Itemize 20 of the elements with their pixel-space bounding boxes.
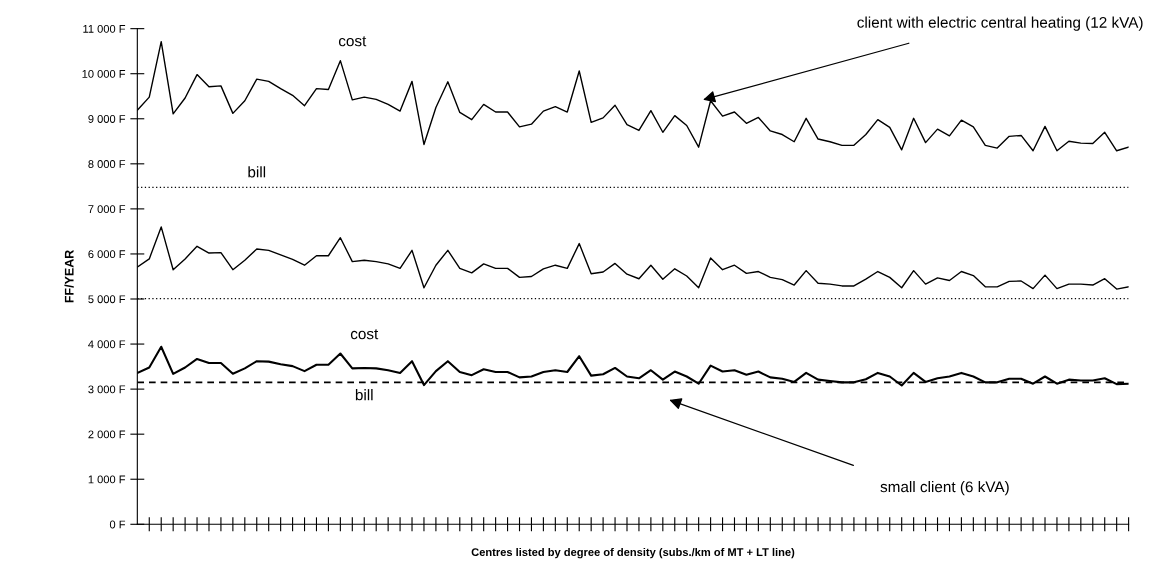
y-tick-label: 10 000 F <box>82 69 126 78</box>
x-axis-title: Centres listed by degree of density (subs./km of MT + LT line) <box>471 547 795 559</box>
y-tick-label: 9 000 F <box>88 115 126 123</box>
y-tick-label: 8 000 F <box>88 160 126 168</box>
y-tick-label: 11 000 F <box>83 24 126 33</box>
y-tick-label: 7 000 F <box>88 205 126 214</box>
y-tick-label: 3 000 F <box>88 385 126 394</box>
y-axis-title: FF/YEAR <box>64 249 74 303</box>
series-label: cost <box>338 36 367 47</box>
y-tick-label: 2 000 F <box>88 430 126 439</box>
annotation: client with electric central heating (12 kVA) <box>857 16 1143 31</box>
y-tick-label: 4 000 F <box>88 340 126 349</box>
y-tick-label: 5 000 F <box>88 295 126 304</box>
y-tick-label: 0 F <box>109 520 126 529</box>
series-label: cost <box>350 329 379 340</box>
ref-line-label: bill <box>248 166 266 178</box>
y-tick-label: 6 000 F <box>88 250 126 259</box>
annotation: small client (6 kVA) <box>880 480 1009 496</box>
ref-line-label: bill <box>355 389 373 401</box>
y-tick-label: 1 000 F <box>88 475 126 484</box>
